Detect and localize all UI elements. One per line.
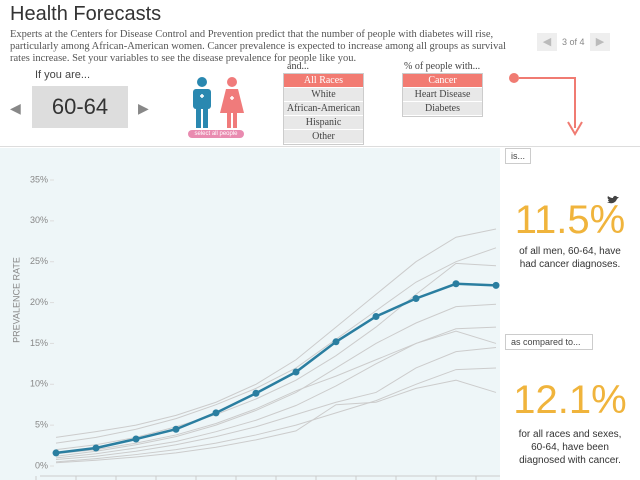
divider — [0, 146, 640, 147]
intro-label: is... — [505, 148, 532, 164]
point — [92, 444, 100, 452]
next-page[interactable]: ▶ — [590, 33, 610, 51]
point — [492, 281, 500, 289]
race-option[interactable]: All Races — [284, 74, 363, 88]
series-line — [55, 379, 497, 464]
point — [252, 389, 260, 397]
point — [172, 425, 180, 433]
y-tick-label: 35% — [30, 174, 48, 184]
race-prompt: and... — [287, 61, 309, 72]
age-prev[interactable]: ◀ — [10, 100, 21, 116]
flow-arrow — [509, 73, 583, 136]
age-prompt: If you are... — [35, 69, 91, 81]
y-axis-label: PREVALENCE RATE — [11, 257, 21, 343]
series-line — [55, 262, 497, 451]
y-tick-label: 10% — [30, 379, 48, 389]
point — [452, 280, 460, 288]
age-value: 60-64 — [32, 86, 128, 128]
compare-label: as compared to... — [505, 334, 593, 350]
y-tick-label: 5% — [35, 420, 48, 430]
chart: PREVALENCE RATE 0% 5% 10% 15% 20% 25% 30% 35% — [0, 148, 500, 480]
point — [132, 435, 140, 443]
series-line — [55, 228, 497, 438]
people-icons[interactable] — [186, 76, 250, 130]
point — [52, 449, 60, 457]
y-tick-label: 15% — [30, 338, 48, 348]
race-option[interactable]: African-American — [284, 102, 363, 116]
prev-page[interactable]: ◀ — [537, 33, 557, 51]
race-option[interactable]: Other — [284, 130, 363, 144]
description: Experts at the Centers for Disease Contr… — [10, 29, 506, 64]
condition-option[interactable]: Heart Disease — [403, 88, 482, 102]
condition-prompt: % of people with... — [404, 61, 481, 72]
series-line — [55, 330, 497, 455]
condition-option[interactable]: Diabetes — [403, 102, 482, 116]
point — [412, 294, 420, 302]
point — [292, 368, 300, 376]
series-line — [55, 247, 497, 444]
y-tick-label: 20% — [30, 297, 48, 307]
series-line — [55, 326, 497, 459]
race-list: All Races White African-American Hispani… — [283, 73, 364, 145]
y-tick-label: 25% — [30, 256, 48, 266]
primary-value: 11.5% — [514, 198, 626, 242]
y-tick-label: 0% — [35, 460, 48, 470]
race-option[interactable]: Hispanic — [284, 116, 363, 130]
series-line — [55, 303, 497, 457]
title: Health Forecasts — [10, 3, 162, 25]
twitter-icon[interactable] — [606, 195, 620, 205]
series-line — [55, 347, 497, 460]
y-tick-label: 30% — [30, 215, 48, 225]
condition-option[interactable]: Cancer — [403, 74, 482, 88]
point — [332, 338, 340, 346]
pager: 3 of 4 — [562, 37, 585, 47]
age-next[interactable]: ▶ — [138, 100, 149, 116]
secondary-value: 12.1% — [513, 378, 627, 422]
secondary-text: for all races and sexes, 60-64, have bee… — [518, 429, 622, 466]
condition-list: Cancer Heart Disease Diabetes — [402, 73, 483, 117]
series-line — [55, 282, 497, 455]
point — [372, 312, 380, 320]
series-line — [55, 367, 497, 463]
primary-text: of all men, 60-64, have had cancer diagn… — [519, 246, 621, 270]
point — [212, 409, 220, 417]
select-all[interactable]: select all people — [188, 130, 244, 138]
race-option[interactable]: White — [284, 88, 363, 102]
